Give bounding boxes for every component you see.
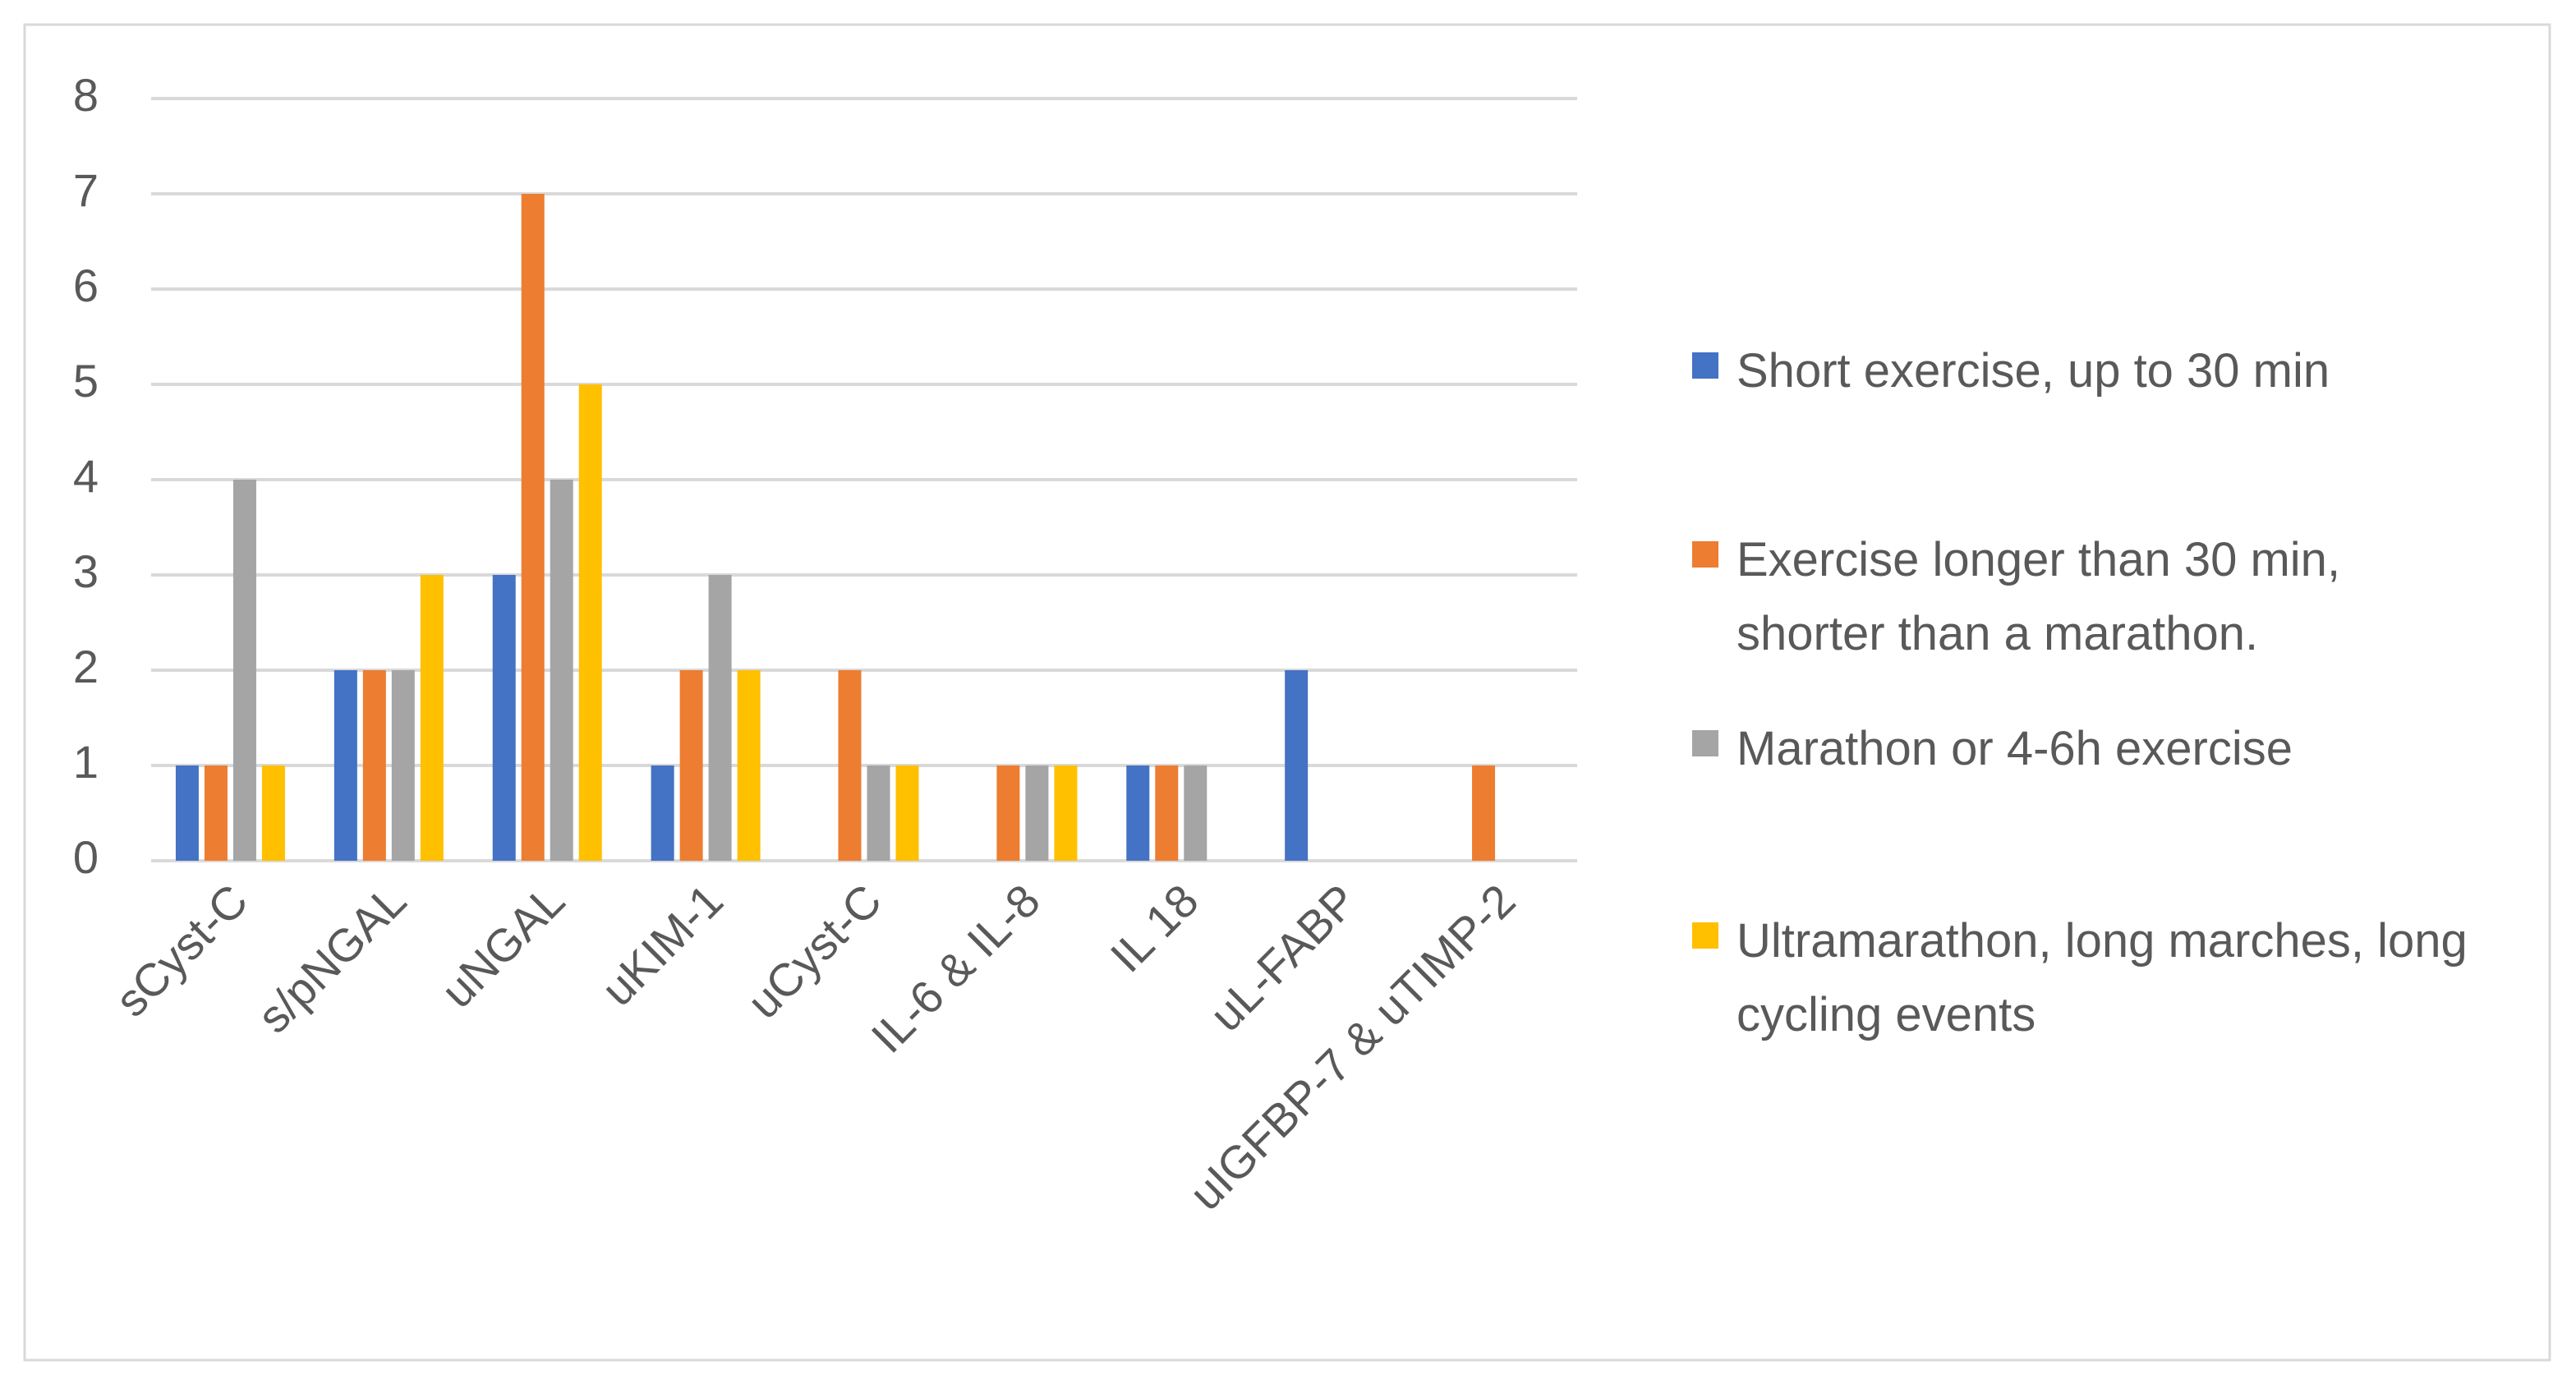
legend-label: Exercise longer than 30 min, shorter tha… xyxy=(1736,533,2341,660)
bar xyxy=(261,765,285,861)
y-tick-label: 0 xyxy=(73,831,99,883)
y-tick-label: 5 xyxy=(73,355,99,407)
y-tick-label: 4 xyxy=(73,450,99,502)
y-tick-label: 3 xyxy=(73,545,99,597)
legend-label: Ultramarathon, long marches, long cyclin… xyxy=(1736,914,2468,1041)
bar xyxy=(895,765,919,861)
bar xyxy=(838,670,862,861)
bar xyxy=(334,670,357,861)
bar xyxy=(204,765,228,861)
bar xyxy=(362,670,386,861)
bar xyxy=(1054,765,1078,861)
bar xyxy=(1155,765,1179,861)
bar xyxy=(492,575,516,861)
bar xyxy=(867,765,890,861)
bar xyxy=(175,765,199,861)
y-tick-label: 7 xyxy=(73,164,99,216)
bar xyxy=(578,384,602,861)
legend-label: Marathon or 4-6h exercise xyxy=(1736,722,2293,775)
legend-item: Short exercise, up to 30 min xyxy=(1692,334,2481,408)
legend-swatch xyxy=(1692,541,1718,568)
legend-swatch xyxy=(1692,730,1718,756)
bar xyxy=(679,670,703,861)
legend-item: Marathon or 4-6h exercise xyxy=(1692,712,2481,786)
bar xyxy=(708,575,732,861)
y-tick-label: 8 xyxy=(73,69,99,121)
bar xyxy=(651,765,674,861)
bar xyxy=(420,575,444,861)
bar xyxy=(1285,670,1309,861)
bar xyxy=(737,670,761,861)
legend-label: Short exercise, up to 30 min xyxy=(1736,344,2330,398)
legend-swatch xyxy=(1692,922,1718,949)
bar xyxy=(1184,765,1208,861)
bar xyxy=(232,480,256,861)
bar xyxy=(1025,765,1049,861)
bar xyxy=(996,765,1020,861)
bar xyxy=(521,194,545,861)
bar xyxy=(1126,765,1150,861)
y-tick-label: 2 xyxy=(73,641,99,692)
y-tick-label: 1 xyxy=(73,736,99,788)
bar xyxy=(550,480,573,861)
bar xyxy=(391,670,415,861)
bar xyxy=(1472,765,1496,861)
legend-swatch xyxy=(1692,352,1718,379)
legend-item: Ultramarathon, long marches, long cyclin… xyxy=(1692,904,2481,1052)
y-tick-label: 6 xyxy=(73,260,99,311)
legend-item: Exercise longer than 30 min, shorter tha… xyxy=(1692,523,2481,671)
